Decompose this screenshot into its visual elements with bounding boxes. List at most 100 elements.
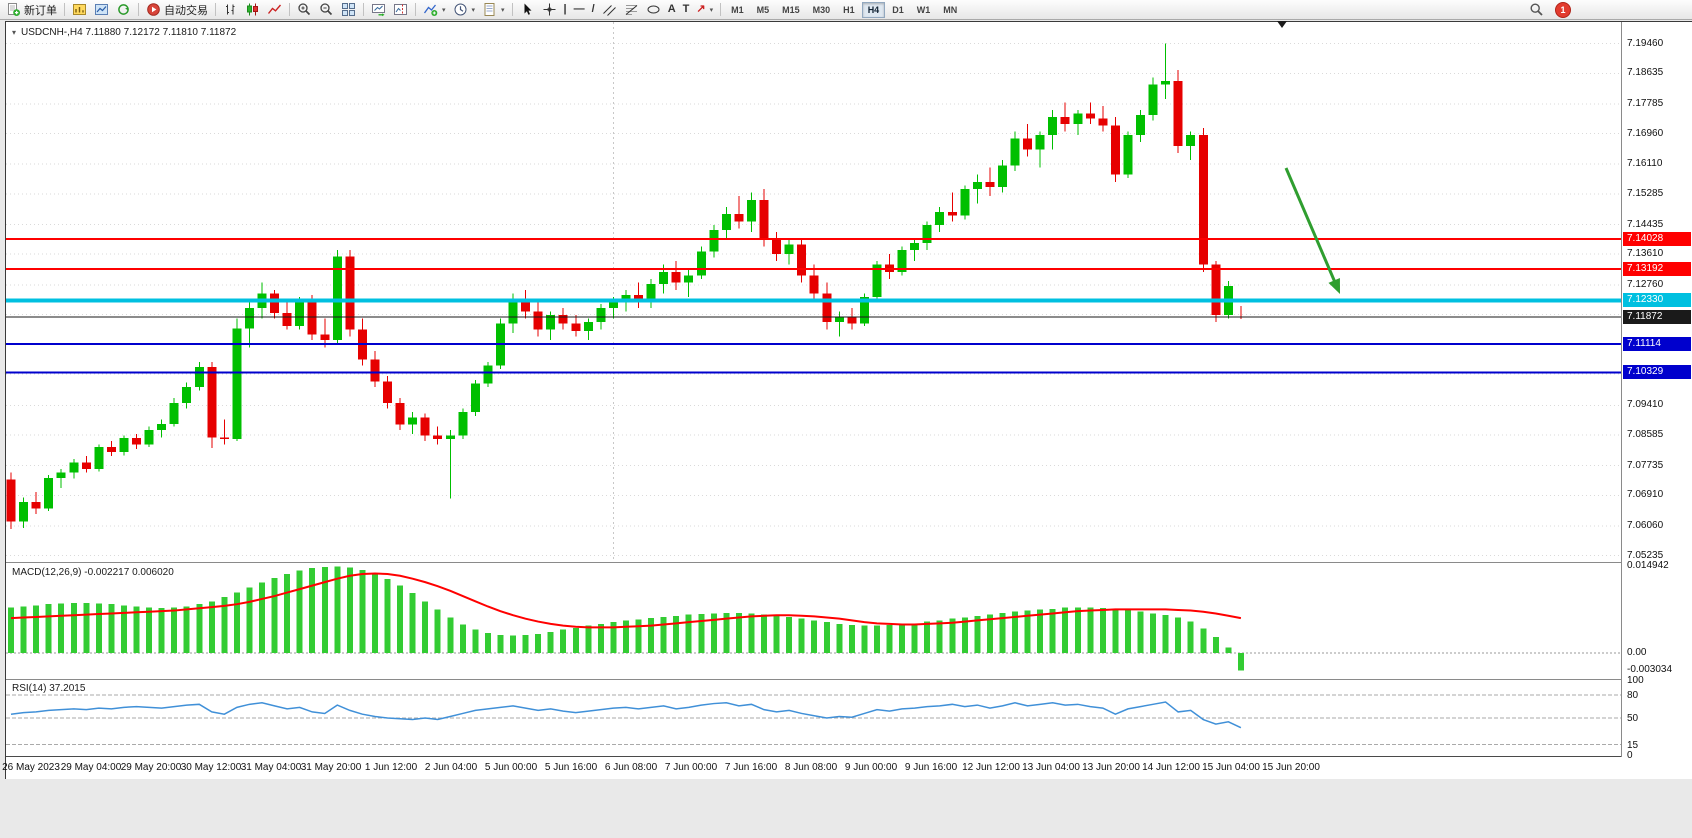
profiles-button[interactable] — [91, 1, 112, 18]
indicators-button[interactable]: ▾ — [420, 1, 449, 18]
arrow-tool-icon: ↗ — [696, 3, 706, 15]
timeframe-H4[interactable]: H4 — [861, 1, 886, 18]
time-label: 7 Jun 16:00 — [724, 762, 778, 773]
timeframe-MN[interactable]: MN — [937, 2, 963, 18]
time-label: 31 May 04:00 — [240, 762, 302, 773]
shapes-tool-button[interactable] — [643, 1, 664, 18]
cursor-icon — [524, 3, 532, 15]
templates-button[interactable]: ▾ — [479, 1, 508, 18]
trendline-tool-button[interactable]: / — [589, 1, 598, 18]
clock-icon — [454, 3, 467, 16]
text-tool-button[interactable]: A — [665, 1, 679, 18]
time-label: 5 Jun 00:00 — [484, 762, 538, 773]
pane-separator[interactable] — [6, 679, 1692, 680]
price-axis-label: 7.08585 — [1627, 429, 1664, 441]
toolbar-separator — [138, 3, 139, 16]
price-scale[interactable]: 7.19460 7.18635 7.17785 7.16960 7.16110 7.152… — [1621, 22, 1692, 761]
fibonacci-tool-button[interactable] — [621, 1, 642, 18]
timeframe-M30[interactable]: M30 — [807, 2, 837, 18]
auto-scroll-button[interactable] — [368, 1, 389, 18]
channel-tool-button[interactable] — [599, 1, 620, 18]
time-label: 13 Jun 04:00 — [1022, 762, 1080, 773]
line-chart-type-button[interactable] — [264, 1, 285, 18]
crosshair-icon — [543, 3, 556, 16]
chart-window: ▾ USDCNH-,H4 7.11880 7.12172 7.11810 7.1… — [2, 21, 1692, 779]
time-label: 12 Jun 12:00 — [962, 762, 1020, 773]
timeframe-M15[interactable]: M15 — [776, 2, 806, 18]
tile-windows-button[interactable] — [338, 1, 359, 18]
autotrading-button[interactable]: 自动交易 — [143, 1, 211, 18]
macd-label: MACD(12,26,9) -0.002217 0.006020 — [12, 567, 174, 578]
price-axis-label: 7.06910 — [1627, 489, 1664, 501]
ohlc-bars-icon — [226, 4, 235, 15]
candlesticks-icon — [247, 3, 258, 16]
timeframe-D1[interactable]: D1 — [886, 2, 910, 18]
price-level-chip: 7.11114 — [1623, 337, 1691, 352]
new-order-icon — [8, 3, 20, 16]
price-axis-label: 7.09410 — [1627, 399, 1664, 411]
price-axis-label: 7.05235 — [1627, 549, 1664, 561]
chevron-down-icon: ▾ — [709, 6, 714, 14]
time-label: 5 Jun 16:00 — [544, 762, 598, 773]
price-axis-label: 7.19460 — [1627, 37, 1664, 49]
price-axis-label: 7.16110 — [1627, 158, 1663, 170]
timeframe-M1[interactable]: M1 — [725, 2, 750, 18]
price-axis-label: 7.18635 — [1627, 67, 1664, 79]
price-chart[interactable] — [6, 22, 1621, 562]
crosshair-tool-button[interactable] — [539, 1, 560, 18]
chart-title-text: USDCNH-,H4 7.11880 7.12172 7.11810 7.118… — [21, 27, 237, 38]
zoom-in-button[interactable] — [294, 1, 315, 18]
history-center-button[interactable] — [113, 1, 134, 18]
text-icon: A — [667, 3, 676, 15]
horizontal-line-tool-button[interactable]: — — [571, 1, 588, 18]
price-level-chip: 7.14028 — [1623, 232, 1691, 247]
chart-shift-button[interactable] — [390, 1, 411, 18]
search-button[interactable] — [1526, 1, 1547, 18]
candlestick-chart-type-button[interactable] — [242, 1, 263, 18]
autotrading-icon — [147, 3, 160, 16]
rsi-axis-label: 50 — [1627, 713, 1639, 724]
periods-button[interactable]: ▾ — [450, 1, 479, 18]
collapse-icon[interactable]: ▾ — [12, 28, 17, 37]
charts-window-button[interactable] — [69, 1, 90, 18]
rsi-axis-label: 0 — [1627, 750, 1633, 761]
macd-axis-label: -0.003034 — [1627, 664, 1673, 676]
rsi-axis-label: 80 — [1627, 690, 1639, 702]
toolbar: 新订单 自动交易 — [0, 0, 1692, 20]
price-axis-label: 7.13610 — [1627, 248, 1664, 260]
fibonacci-retracement-icon — [625, 5, 638, 15]
chevron-down-icon: ▾ — [471, 6, 476, 14]
chart-title: ▾ USDCNH-,H4 7.11880 7.12172 7.11810 7.1… — [12, 27, 236, 38]
arrows-tool-button[interactable]: ↗ ▾ — [693, 1, 716, 18]
pane-separator[interactable] — [6, 562, 1692, 563]
notifications-badge[interactable]: 1 — [1555, 1, 1571, 18]
timeframe-W1[interactable]: W1 — [911, 2, 937, 18]
axis-separator — [6, 756, 1692, 757]
zoom-out-icon — [320, 3, 333, 16]
new-order-button[interactable]: 新订单 — [3, 1, 60, 18]
text-label-tool-button[interactable]: T — [680, 1, 693, 18]
toolbar-separator — [64, 3, 65, 16]
vertical-line-tool-button[interactable]: | — [561, 1, 570, 18]
cursor-tool-button[interactable] — [517, 1, 538, 18]
rsi-label: RSI(14) 37.2015 — [12, 683, 86, 694]
timeframe-M5[interactable]: M5 — [751, 2, 776, 18]
chart-plot-area: ▾ USDCNH-,H4 7.11880 7.12172 7.11810 7.1… — [2, 22, 1692, 779]
time-axis[interactable]: 26 May 2023 29 May 04:00 29 May 20:00 30 Ma… — [2, 757, 1692, 779]
rsi-pane[interactable] — [6, 680, 1621, 756]
time-label: 7 Jun 00:00 — [664, 762, 718, 773]
text-label-icon: T — [682, 3, 690, 15]
ellipse-shape-icon — [647, 5, 660, 14]
time-label: 2 Jun 04:00 — [424, 762, 478, 773]
price-level-chip: 7.10329 — [1623, 365, 1691, 380]
zoom-out-button[interactable] — [316, 1, 337, 18]
time-label: 15 Jun 04:00 — [1202, 762, 1260, 773]
timeframe-H1[interactable]: H1 — [837, 2, 861, 18]
price-level-chip: 7.11872 — [1623, 309, 1691, 324]
chart-shift-marker[interactable] — [1277, 21, 1287, 28]
bar-chart-type-button[interactable] — [220, 1, 241, 18]
macd-pane[interactable] — [6, 563, 1621, 679]
time-label: 9 Jun 00:00 — [844, 762, 898, 773]
new-order-label: 新订单 — [24, 4, 57, 17]
